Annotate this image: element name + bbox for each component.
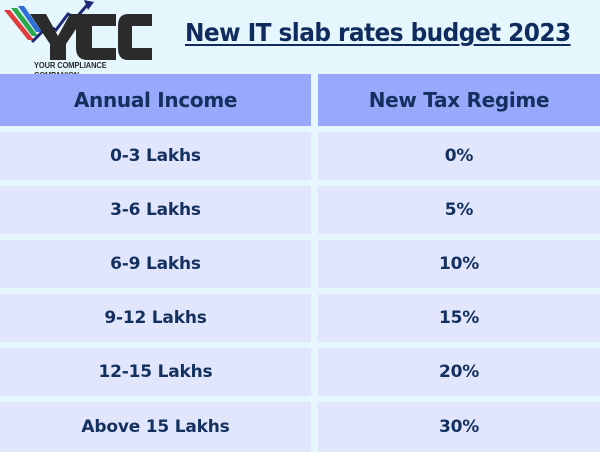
ycc-logo-mark-icon bbox=[4, 0, 152, 60]
page-title: New IT slab rates budget 2023 bbox=[185, 18, 571, 47]
table-row: 12-15 Lakhs 20% bbox=[0, 348, 600, 396]
rate-cell: 0% bbox=[318, 132, 600, 180]
table-header-row: Annual Income New Tax Regime bbox=[0, 74, 600, 126]
income-cell: 0-3 Lakhs bbox=[0, 132, 311, 180]
table-row: Above 15 Lakhs 30% bbox=[0, 402, 600, 452]
header-annual-income: Annual Income bbox=[0, 74, 311, 126]
income-cell: 3-6 Lakhs bbox=[0, 186, 311, 234]
income-cell: 12-15 Lakhs bbox=[0, 348, 311, 396]
rate-cell: 20% bbox=[318, 348, 600, 396]
table-row: 3-6 Lakhs 5% bbox=[0, 186, 600, 234]
header-new-tax-regime: New Tax Regime bbox=[318, 74, 600, 126]
rate-cell: 5% bbox=[318, 186, 600, 234]
table-row: 9-12 Lakhs 15% bbox=[0, 294, 600, 342]
rate-cell: 15% bbox=[318, 294, 600, 342]
table-row: 0-3 Lakhs 0% bbox=[0, 132, 600, 180]
income-cell: 6-9 Lakhs bbox=[0, 240, 311, 288]
income-cell: 9-12 Lakhs bbox=[0, 294, 311, 342]
rate-cell: 10% bbox=[318, 240, 600, 288]
ycc-logo: YOUR COMPLIANCE COMPANION bbox=[4, 0, 154, 80]
rate-cell: 30% bbox=[318, 402, 600, 452]
income-cell: Above 15 Lakhs bbox=[0, 402, 311, 452]
table-row: 6-9 Lakhs 10% bbox=[0, 240, 600, 288]
